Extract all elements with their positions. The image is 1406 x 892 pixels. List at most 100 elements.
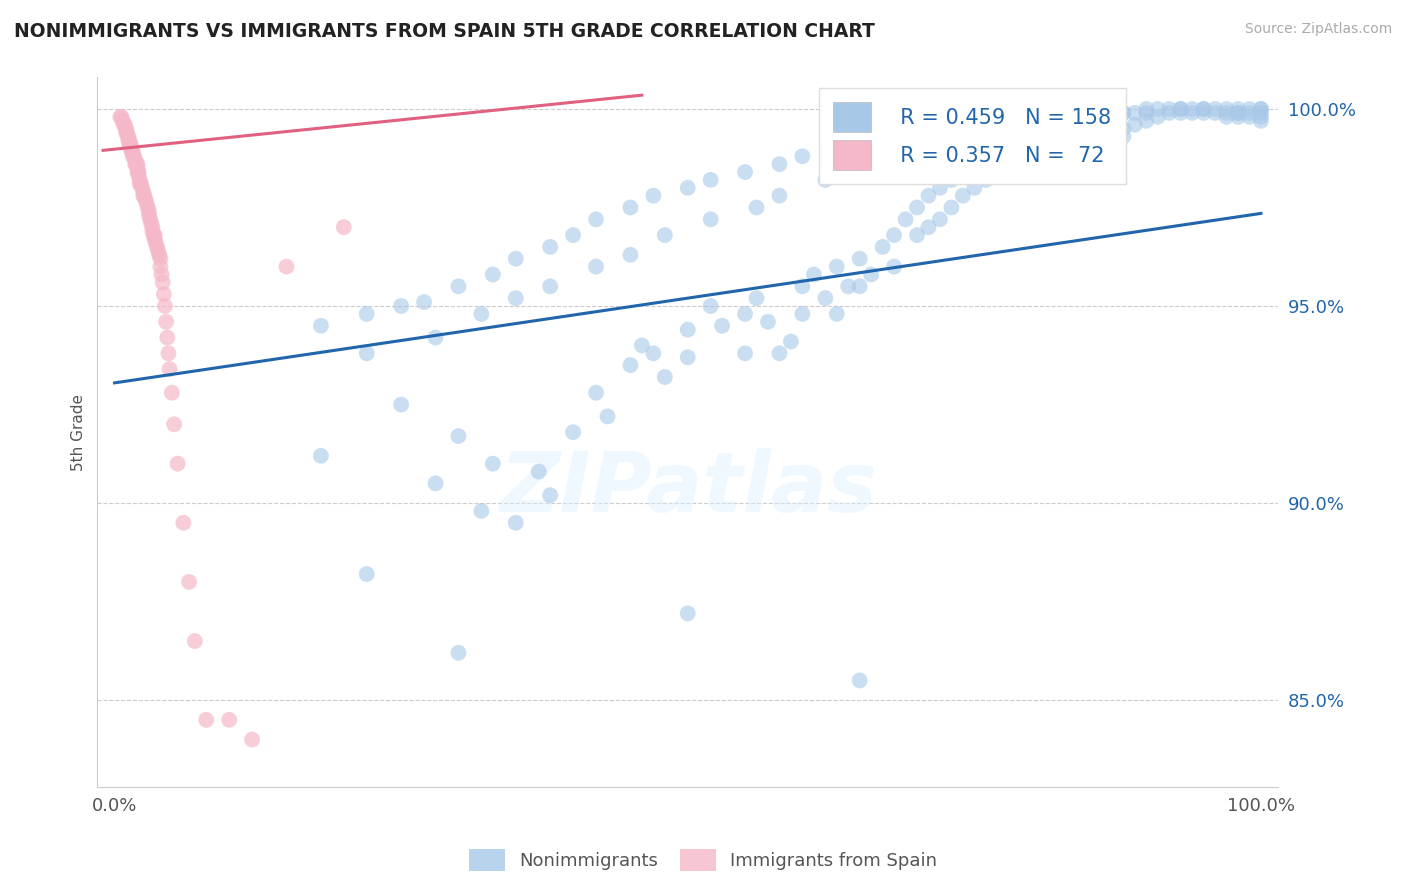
Y-axis label: 5th Grade: 5th Grade [72,393,86,471]
Point [482,457,505,471]
Legend: Nonimmigrants, Immigrants from Spain: Nonimmigrants, Immigrants from Spain [461,842,945,879]
Point [699,173,721,187]
Point [153,287,176,301]
Point [792,149,814,163]
Point [122,149,145,163]
Point [1135,113,1157,128]
Point [963,149,986,163]
Point [1043,145,1066,160]
Point [127,161,149,175]
Point [941,201,963,215]
Point [1215,110,1237,124]
Point [218,713,240,727]
Point [825,141,848,155]
Point [974,141,997,155]
Point [1054,110,1077,124]
Point [156,330,179,344]
Point [155,315,177,329]
Point [848,279,870,293]
Point [333,220,356,235]
Point [585,260,607,274]
Point [110,110,132,124]
Point [654,228,676,243]
Point [1123,118,1146,132]
Point [596,409,619,424]
Point [917,220,939,235]
Point [112,118,135,132]
Point [986,134,1008,148]
Point [127,165,149,179]
Point [1010,157,1032,171]
Point [894,212,917,227]
Point [447,646,470,660]
Point [184,634,207,648]
Point [138,204,160,219]
Point [138,208,160,222]
Point [117,129,139,144]
Point [676,351,699,365]
Point [941,173,963,187]
Point [132,185,155,199]
Point [207,791,229,805]
Point [1078,106,1101,120]
Point [1239,102,1261,116]
Point [1112,106,1135,120]
Point [150,268,173,282]
Point [143,232,166,246]
Point [124,157,146,171]
Point [929,141,952,155]
Point [941,121,963,136]
Point [115,126,138,140]
Point [121,141,143,155]
Point [1078,110,1101,124]
Point [1112,129,1135,144]
Point [997,113,1019,128]
Point [276,260,298,274]
Point [1101,126,1123,140]
Point [1250,106,1272,120]
Point [425,330,447,344]
Point [128,173,150,187]
Point [121,145,143,160]
Point [814,291,837,305]
Point [134,188,156,202]
Point [997,121,1019,136]
Point [389,299,412,313]
Point [1146,110,1168,124]
Point [117,134,139,148]
Point [643,188,665,202]
Point [562,228,585,243]
Point [1090,129,1112,144]
Point [141,216,163,230]
Point [917,188,939,202]
Point [149,260,172,274]
Point [768,188,790,202]
Point [562,425,585,439]
Point [166,457,188,471]
Point [1227,110,1250,124]
Point [1021,121,1043,136]
Point [848,137,870,152]
Point [163,417,186,432]
Point [745,201,768,215]
Point [1239,110,1261,124]
Point [240,732,263,747]
Point [309,318,332,333]
Point [118,134,141,148]
Point [631,338,654,352]
Point [848,252,870,266]
Point [111,113,134,128]
Point [1159,106,1181,120]
Point [1146,102,1168,116]
Point [825,307,848,321]
Point [124,153,146,168]
Point [619,358,641,372]
Point [1250,113,1272,128]
Text: Source: ZipAtlas.com: Source: ZipAtlas.com [1244,22,1392,37]
Point [129,177,152,191]
Point [860,268,883,282]
Point [356,346,378,360]
Point [447,279,470,293]
Point [792,307,814,321]
Point [883,260,905,274]
